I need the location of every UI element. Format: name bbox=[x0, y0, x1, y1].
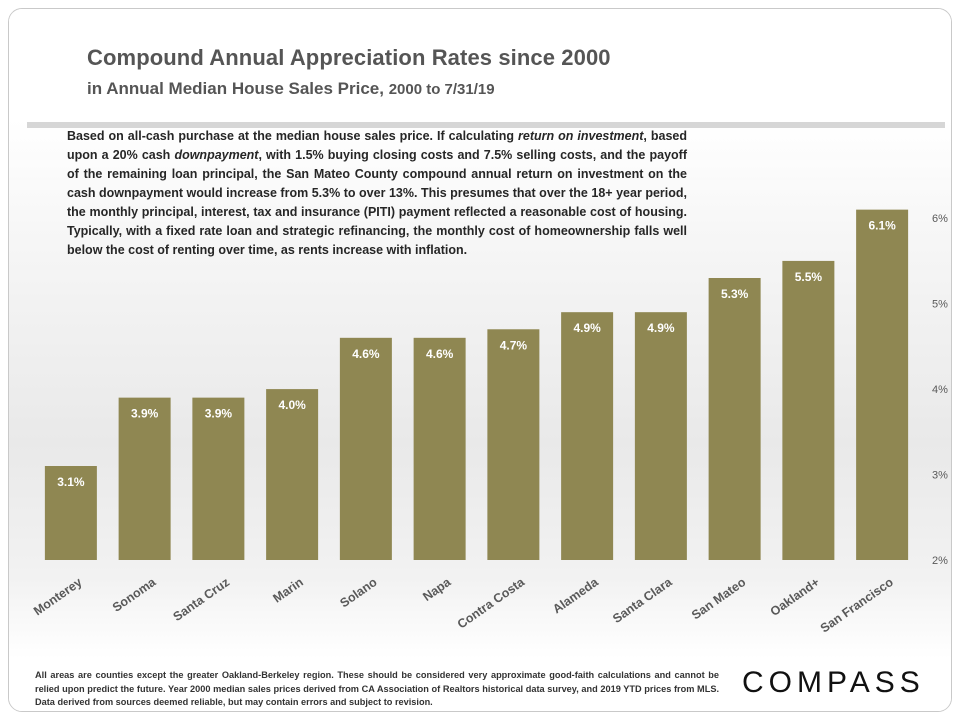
chart-subtitle: in Annual Median House Sales Price, 2000… bbox=[87, 79, 495, 99]
bar-solano bbox=[339, 337, 392, 560]
note-emphasis-1: return on investment bbox=[518, 129, 644, 143]
category-label: Oakland+ bbox=[768, 575, 822, 619]
y-tick-label: 6% bbox=[932, 213, 948, 225]
category-label: Monterey bbox=[31, 575, 85, 618]
title-divider bbox=[27, 122, 945, 128]
data-label: 4.7% bbox=[500, 338, 528, 352]
category-label: San Mateo bbox=[689, 575, 749, 623]
data-label: 5.5% bbox=[795, 270, 823, 284]
data-label: 3.9% bbox=[205, 407, 233, 421]
y-tick-label: 3% bbox=[932, 470, 948, 482]
bar-santa-cruz bbox=[192, 397, 245, 560]
bar-contra-costa bbox=[487, 329, 540, 560]
category-label: Contra Costa bbox=[455, 574, 528, 631]
y-tick-label: 2% bbox=[932, 555, 948, 567]
data-label: 3.9% bbox=[131, 407, 159, 421]
note-text-2: , based upon a 20% cash bbox=[67, 129, 687, 162]
y-tick-label: 4% bbox=[932, 384, 948, 396]
bar-oakland bbox=[782, 260, 835, 560]
footer bbox=[9, 659, 951, 711]
bar-san-francisco bbox=[856, 209, 909, 561]
bar-napa bbox=[413, 337, 466, 560]
slide-frame: Compound Annual Appreciation Rates since… bbox=[8, 8, 952, 712]
data-label: 4.6% bbox=[426, 347, 454, 361]
data-label: 4.9% bbox=[647, 321, 675, 335]
data-label: 4.6% bbox=[352, 347, 380, 361]
y-tick-label: 5% bbox=[932, 299, 948, 311]
note-text-1: Based on all-cash purchase at the median… bbox=[67, 129, 514, 143]
bar-marin bbox=[266, 389, 319, 560]
category-label: Sonoma bbox=[110, 574, 159, 614]
chart-title: Compound Annual Appreciation Rates since… bbox=[87, 45, 611, 70]
bar-santa-clara bbox=[634, 312, 687, 560]
bar-monterey bbox=[44, 466, 97, 560]
category-label: Marin bbox=[271, 575, 306, 606]
bar-alameda bbox=[561, 312, 614, 560]
note-text-3: , with 1.5% buying closing costs and 7.5… bbox=[67, 148, 687, 257]
note-emphasis-2: downpayment bbox=[174, 148, 259, 162]
category-label: Alameda bbox=[550, 574, 602, 616]
data-label: 4.0% bbox=[278, 398, 306, 412]
title-bar: Compound Annual Appreciation Rates since… bbox=[9, 9, 951, 119]
data-label: 6.1% bbox=[868, 219, 896, 233]
compass-logo: COMPASS bbox=[742, 666, 925, 700]
category-label: San Francisco bbox=[818, 575, 896, 636]
category-label: Santa Cruz bbox=[171, 575, 233, 624]
logo-text: COMPASS bbox=[742, 666, 925, 699]
footnote: All areas are counties except the greate… bbox=[35, 670, 719, 707]
category-label: Napa bbox=[420, 574, 454, 604]
data-label: 4.9% bbox=[573, 321, 601, 335]
bar-chart: 2% 3% 4% 5% 6% 3.1% Monterey 3.9% Sonoma 3.9% Sant… bbox=[31, 209, 948, 636]
subtitle-main: in Annual Median House Sales Price, bbox=[87, 79, 384, 98]
subtitle-range: 2000 to 7/31/19 bbox=[388, 81, 495, 98]
explanatory-note: Based on all-cash purchase at the median… bbox=[67, 127, 687, 260]
bar-san-mateo bbox=[708, 278, 761, 560]
bar-sonoma bbox=[118, 397, 171, 560]
data-label: 5.3% bbox=[721, 287, 749, 301]
category-label: Santa Clara bbox=[610, 574, 675, 626]
data-label: 3.1% bbox=[57, 475, 85, 489]
category-label: Solano bbox=[337, 575, 379, 611]
